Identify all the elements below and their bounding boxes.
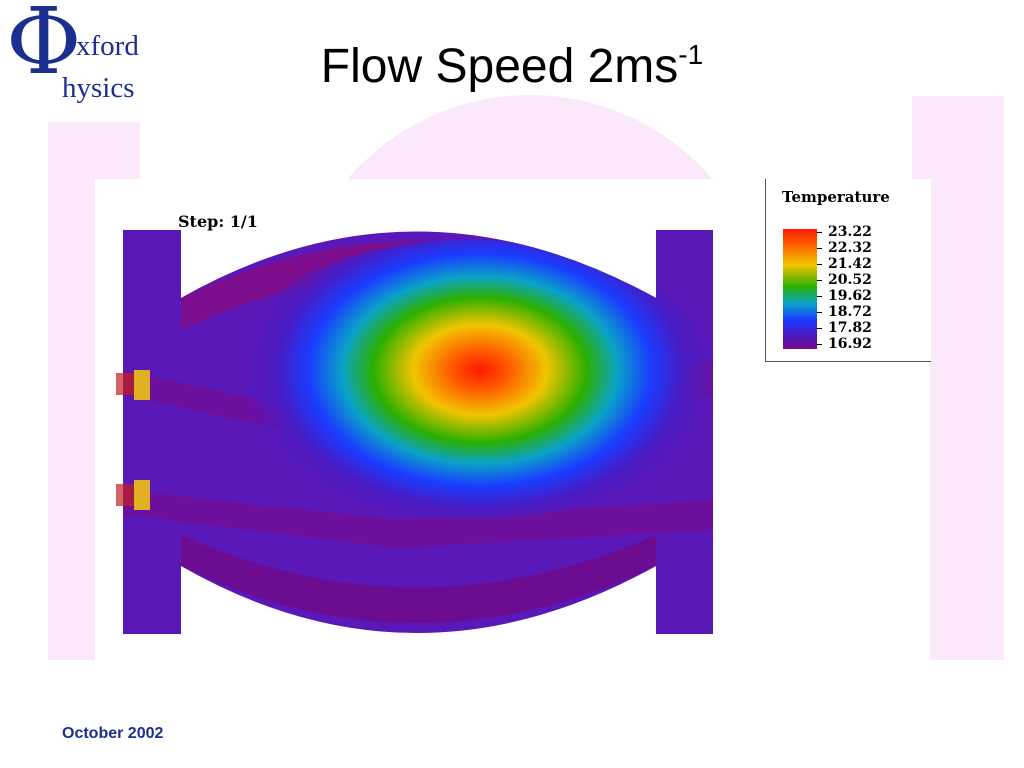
step-label: Step: 1/1 — [178, 212, 258, 231]
temperature-field-plot — [116, 230, 713, 634]
legend-value: 16.92 — [828, 336, 872, 352]
legend-tick — [817, 328, 822, 329]
legend-tick — [817, 312, 822, 313]
legend-title: Temperature — [782, 188, 890, 206]
legend-value: 21.42 — [828, 256, 872, 272]
legend-tick — [817, 280, 822, 281]
legend-value: 23.22 — [828, 224, 872, 240]
logo-word-xford: xford — [76, 30, 139, 62]
legend-colorbar — [783, 229, 817, 349]
hot-spot — [220, 240, 713, 520]
legend-tick — [817, 344, 822, 345]
slide-title-text: Flow Speed 2ms — [320, 40, 679, 93]
legend-tick — [817, 296, 822, 297]
legend-value: 20.52 — [828, 272, 872, 288]
logo-word-hysics: hysics — [62, 72, 135, 104]
slide-title-superscript: -1 — [678, 39, 704, 70]
legend-value: 22.32 — [828, 240, 872, 256]
footer-date: October 2002 — [62, 725, 164, 742]
lower-flow-band — [123, 490, 713, 548]
oxford-physics-logo: Φ xford hysics — [6, 0, 166, 105]
inlet-lower — [116, 480, 150, 510]
legend-tick — [817, 248, 822, 249]
legend-value: 18.72 — [828, 304, 872, 320]
legend-value: 17.82 — [828, 320, 872, 336]
legend-tick — [817, 264, 822, 265]
legend-value: 19.62 — [828, 288, 872, 304]
legend-tick — [817, 232, 822, 233]
slide-title: Flow Speed 2ms-1 — [0, 39, 1024, 94]
temperature-legend: Temperature 23.22 22.32 21.42 20.52 19.6… — [765, 179, 931, 362]
lower-purple-band — [181, 535, 656, 623]
inlet-upper — [116, 370, 150, 400]
logo-phi-symbol: Φ — [6, 0, 82, 95]
